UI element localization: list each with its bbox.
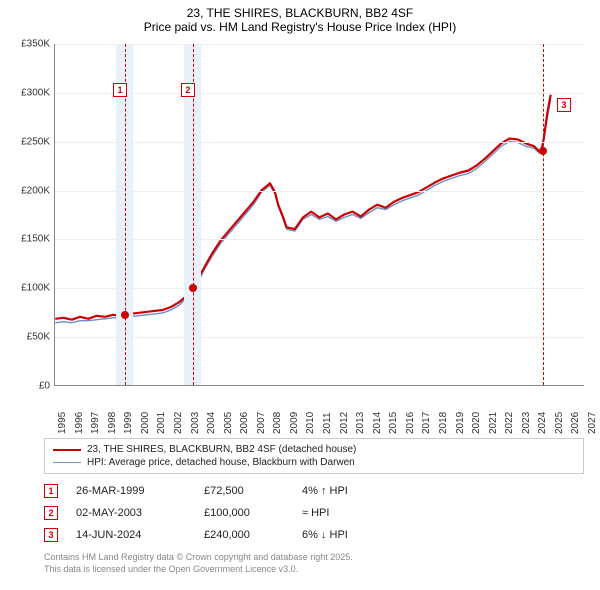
event-marker-line [543, 44, 544, 385]
transaction-row: 3 14-JUN-2024 £240,000 6% ↓ HPI [44, 524, 584, 546]
x-axis-label: 2025 [554, 412, 565, 434]
event-marker-box: 3 [557, 98, 571, 112]
transaction-hpi: 6% ↓ HPI [302, 529, 584, 541]
x-axis-label: 1996 [74, 412, 85, 434]
title-subtitle: Price paid vs. HM Land Registry's House … [10, 20, 590, 34]
gridline [55, 288, 584, 289]
x-axis-label: 2003 [190, 412, 201, 434]
legend-box: 23, THE SHIRES, BLACKBURN, BB2 4SF (deta… [44, 438, 584, 474]
gridline [55, 191, 584, 192]
transaction-price: £100,000 [204, 507, 284, 519]
transaction-date: 26-MAR-1999 [76, 485, 186, 497]
y-axis-label: £100K [10, 283, 50, 294]
legend-label: 23, THE SHIRES, BLACKBURN, BB2 4SF (deta… [87, 444, 356, 455]
y-axis-label: £200K [10, 185, 50, 196]
transaction-row: 2 02-MAY-2003 £100,000 ≈ HPI [44, 502, 584, 524]
y-axis-label: £0 [10, 381, 50, 392]
sale-dot [539, 147, 547, 155]
x-axis-label: 2011 [322, 412, 333, 434]
chart-lines-svg [55, 44, 584, 385]
x-axis-label: 2010 [305, 412, 316, 434]
transaction-date: 14-JUN-2024 [76, 529, 186, 541]
legend-swatch [53, 449, 81, 451]
x-axis-label: 2012 [339, 412, 350, 434]
x-axis-label: 2027 [587, 412, 598, 434]
x-axis-label: 2013 [355, 412, 366, 434]
x-axis-label: 2014 [372, 412, 383, 434]
transaction-hpi: ≈ HPI [302, 507, 584, 519]
footer-attribution: Contains HM Land Registry data © Crown c… [44, 552, 584, 575]
x-axis-label: 2005 [223, 412, 234, 434]
transaction-date: 02-MAY-2003 [76, 507, 186, 519]
x-axis-label: 1999 [123, 412, 134, 434]
legend-row: 23, THE SHIRES, BLACKBURN, BB2 4SF (deta… [53, 443, 575, 456]
transaction-marker: 3 [44, 528, 58, 542]
transactions-table: 1 26-MAR-1999 £72,500 4% ↑ HPI 2 02-MAY-2003 £… [44, 480, 584, 546]
chart-container: 23, THE SHIRES, BLACKBURN, BB2 4SF Price… [0, 0, 600, 590]
gridline [55, 337, 584, 338]
y-axis-label: £300K [10, 87, 50, 98]
transaction-price: £240,000 [204, 529, 284, 541]
chart-wrap: 1 2 3 £0 £50K £100K £150K £200K £250K £300K £350K… [10, 38, 590, 438]
y-axis-label: £350K [10, 39, 50, 50]
x-axis-label: 2009 [289, 412, 300, 434]
legend-label: HPI: Average price, detached house, Blac… [87, 457, 355, 468]
x-axis-label: 2018 [438, 412, 449, 434]
gridline [55, 44, 584, 45]
sale-dot [189, 284, 197, 292]
sale-dot [121, 311, 129, 319]
x-axis-label: 2015 [388, 412, 399, 434]
x-axis-label: 2026 [570, 412, 581, 434]
event-marker-box: 2 [181, 83, 195, 97]
x-axis-label: 2024 [537, 412, 548, 434]
gridline [55, 239, 584, 240]
transaction-marker: 1 [44, 484, 58, 498]
title-address: 23, THE SHIRES, BLACKBURN, BB2 4SF [10, 6, 590, 20]
x-axis-label: 2007 [256, 412, 267, 434]
footer-line-1: Contains HM Land Registry data © Crown c… [44, 552, 584, 564]
footer-line-2: This data is licensed under the Open Gov… [44, 564, 584, 576]
event-marker-box: 1 [113, 83, 127, 97]
x-axis-label: 1998 [107, 412, 118, 434]
transaction-hpi: 4% ↑ HPI [302, 485, 584, 497]
plot-area: 1 2 3 [54, 44, 584, 386]
x-axis-label: 2001 [156, 412, 167, 434]
x-axis-label: 2021 [488, 412, 499, 434]
x-axis-label: 2022 [504, 412, 515, 434]
y-axis-label: £250K [10, 136, 50, 147]
x-axis-label: 2004 [206, 412, 217, 434]
x-axis-label: 2008 [272, 412, 283, 434]
x-axis-label: 2002 [173, 412, 184, 434]
title-block: 23, THE SHIRES, BLACKBURN, BB2 4SF Price… [0, 0, 600, 38]
x-axis-label: 2017 [421, 412, 432, 434]
transaction-price: £72,500 [204, 485, 284, 497]
legend-row: HPI: Average price, detached house, Blac… [53, 456, 575, 469]
transaction-marker: 2 [44, 506, 58, 520]
x-axis-label: 2016 [405, 412, 416, 434]
transaction-row: 1 26-MAR-1999 £72,500 4% ↑ HPI [44, 480, 584, 502]
y-axis-label: £50K [10, 332, 50, 343]
x-axis-label: 2006 [239, 412, 250, 434]
x-axis-label: 1995 [57, 412, 68, 434]
legend-swatch [53, 462, 81, 463]
x-axis-label: 2023 [521, 412, 532, 434]
y-axis-label: £150K [10, 234, 50, 245]
gridline [55, 142, 584, 143]
gridline [55, 93, 584, 94]
x-axis-label: 2020 [471, 412, 482, 434]
x-axis-label: 2000 [140, 412, 151, 434]
x-axis-label: 1997 [90, 412, 101, 434]
x-axis-label: 2019 [455, 412, 466, 434]
